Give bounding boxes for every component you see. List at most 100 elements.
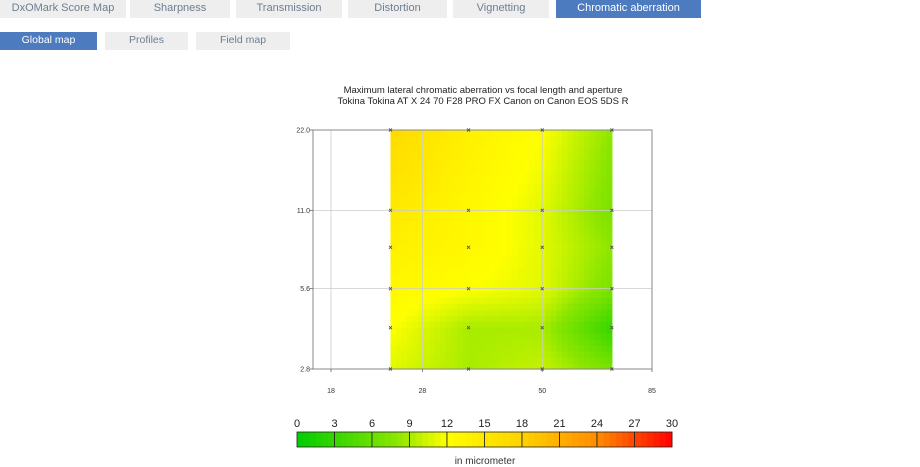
heatmap-cell bbox=[484, 333, 491, 340]
heatmap-cell bbox=[556, 177, 563, 185]
heatmap-cell bbox=[556, 231, 563, 239]
heatmap-cell bbox=[434, 165, 441, 173]
sample-point bbox=[540, 208, 545, 213]
subtab-global-map[interactable]: Global map bbox=[0, 32, 97, 50]
heatmap-cell bbox=[423, 351, 430, 358]
heatmap-cell bbox=[434, 345, 441, 352]
colorbar-segment bbox=[440, 432, 448, 447]
heatmap-cell bbox=[550, 183, 558, 191]
heatmap-cell bbox=[423, 363, 430, 370]
heatmap-cell bbox=[517, 339, 524, 346]
sample-point bbox=[610, 325, 614, 330]
tab-dxomark-score-map[interactable]: DxOMark Score Map bbox=[0, 0, 126, 18]
heatmap-cell bbox=[429, 219, 436, 227]
heatmap-cell bbox=[573, 339, 580, 346]
heatmap-cell bbox=[589, 339, 596, 346]
heatmap-cell bbox=[484, 207, 491, 215]
heatmap-cell bbox=[578, 363, 585, 370]
heatmap-cell bbox=[490, 147, 497, 155]
heatmap-cell bbox=[545, 177, 552, 185]
heatmap-cell bbox=[545, 225, 552, 233]
heatmap-cell bbox=[556, 243, 563, 251]
heatmap-cell bbox=[440, 141, 447, 149]
heatmap-cell bbox=[495, 303, 502, 310]
heatmap-cell bbox=[401, 177, 408, 185]
heatmap-cell bbox=[412, 141, 419, 149]
sample-point bbox=[466, 245, 471, 250]
heatmap-cell bbox=[396, 345, 403, 352]
heatmap-cell bbox=[445, 297, 452, 304]
heatmap-cell bbox=[451, 183, 458, 191]
heatmap-cell bbox=[479, 351, 486, 358]
heatmap-cell bbox=[456, 201, 464, 209]
heatmap-cell bbox=[517, 297, 524, 304]
heatmap-cell bbox=[429, 267, 436, 274]
colorbar-segment bbox=[403, 432, 410, 447]
heatmap-cell bbox=[606, 261, 613, 269]
heatmap-cell bbox=[396, 207, 403, 215]
heatmap-cell bbox=[595, 183, 602, 191]
heatmap-cell bbox=[495, 147, 502, 155]
heatmap-cell bbox=[584, 213, 591, 221]
heatmap-cell bbox=[484, 165, 491, 173]
heatmap-cell bbox=[473, 255, 480, 263]
heatmap-cell bbox=[490, 183, 497, 191]
heatmap-cell bbox=[462, 267, 469, 274]
heatmap-cell bbox=[401, 201, 408, 209]
heatmap-cell bbox=[512, 135, 519, 143]
heatmap-cell bbox=[440, 195, 447, 203]
heatmap-cell bbox=[401, 183, 408, 191]
heatmap-cell bbox=[545, 255, 552, 263]
heatmap-cell bbox=[539, 237, 547, 245]
heatmap-cell bbox=[484, 357, 491, 364]
heatmap-cell bbox=[517, 291, 524, 298]
tab-transmission[interactable]: Transmission bbox=[236, 0, 342, 18]
colorbar-segment bbox=[315, 432, 323, 447]
heatmap-cell bbox=[545, 141, 552, 149]
heatmap-cell bbox=[567, 267, 574, 274]
heatmap-cell bbox=[539, 315, 547, 322]
heatmap-cell bbox=[467, 225, 475, 233]
heatmap-cell bbox=[600, 249, 607, 257]
heatmap-cell bbox=[396, 243, 403, 251]
heatmap-cell bbox=[539, 321, 547, 328]
heatmap-cell bbox=[407, 213, 414, 221]
heatmap-cell bbox=[539, 345, 547, 352]
heatmap-cell bbox=[600, 165, 607, 173]
heatmap-cell bbox=[584, 345, 591, 352]
heatmap-cell bbox=[401, 171, 408, 179]
heatmap-cell bbox=[578, 165, 585, 173]
heatmap-cell bbox=[562, 249, 569, 257]
heatmap-cell bbox=[556, 201, 563, 209]
tab-sharpness[interactable]: Sharpness bbox=[130, 0, 230, 18]
heatmap-cell bbox=[517, 351, 524, 358]
heatmap-cell bbox=[534, 363, 541, 370]
heatmap-cell bbox=[534, 213, 541, 221]
heatmap-cell bbox=[589, 351, 596, 358]
heatmap-cell bbox=[484, 267, 491, 274]
heatmap-cell bbox=[589, 231, 596, 239]
heatmap-cell bbox=[440, 135, 447, 143]
colorbar-segment bbox=[559, 432, 567, 447]
heatmap-cell bbox=[567, 273, 574, 280]
subtab-field-map[interactable]: Field map bbox=[196, 32, 290, 50]
colorbar-segment bbox=[590, 432, 598, 447]
heatmap-cell bbox=[600, 147, 607, 155]
heatmap-cell bbox=[412, 303, 419, 310]
heatmap-cell bbox=[550, 159, 558, 167]
subtab-profiles[interactable]: Profiles bbox=[105, 32, 188, 50]
heatmap-cell bbox=[396, 255, 403, 263]
heatmap-cell bbox=[434, 177, 441, 185]
colorbar-segment bbox=[572, 432, 579, 447]
heatmap-cell bbox=[517, 195, 524, 203]
tab-vignetting[interactable]: Vignetting bbox=[453, 0, 549, 18]
heatmap-cell bbox=[506, 363, 513, 370]
heatmap-cell bbox=[445, 213, 452, 221]
heatmap-cell bbox=[550, 177, 558, 185]
heatmap-cell bbox=[473, 249, 480, 257]
heatmap-cell bbox=[407, 321, 414, 328]
tab-chromatic-aberration[interactable]: Chromatic aberration bbox=[556, 0, 701, 18]
tab-distortion[interactable]: Distortion bbox=[348, 0, 447, 18]
heatmap-cell bbox=[407, 207, 414, 215]
heatmap-cell bbox=[506, 333, 513, 340]
